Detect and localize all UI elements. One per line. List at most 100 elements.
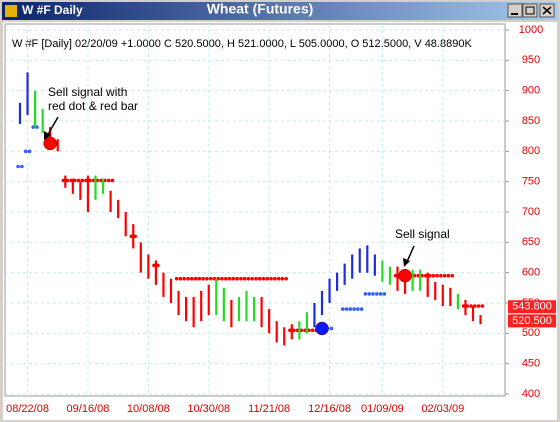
- stop-dot: [378, 292, 383, 296]
- y-tick-label: 400: [522, 388, 540, 400]
- stop-dot: [110, 178, 115, 183]
- window-label: W #F Daily: [22, 3, 83, 17]
- signal-dot: [43, 136, 57, 151]
- stop-dot: [269, 276, 273, 281]
- stop-dot: [480, 304, 485, 308]
- y-tick-label: 950: [522, 54, 540, 66]
- stop-dot: [476, 304, 481, 308]
- stop-dot: [352, 307, 356, 311]
- stop-dot: [80, 178, 85, 183]
- stop-dot: [208, 276, 213, 281]
- stop-dot: [235, 276, 239, 281]
- stop-dot: [431, 273, 436, 278]
- stop-dot: [23, 149, 28, 154]
- x-tick-label: 09/16/08: [67, 403, 110, 415]
- y-tick-label: 900: [522, 85, 540, 97]
- stop-dot: [348, 307, 353, 311]
- stop-dot: [382, 292, 387, 296]
- stop-dot: [246, 276, 251, 281]
- stop-dot: [265, 276, 270, 281]
- stop-dot: [257, 276, 262, 281]
- stop-dot: [284, 276, 288, 281]
- stop-dot: [363, 292, 368, 296]
- arrow-head: [403, 258, 410, 267]
- stop-dot: [374, 292, 379, 296]
- annotation: Sell signal with: [48, 85, 127, 99]
- stop-dot: [367, 292, 372, 296]
- stop-dot: [186, 276, 190, 281]
- y-tick-label: 500: [522, 327, 540, 339]
- stop-dot: [442, 273, 447, 278]
- plot: 4004505005506006507007508008509009501000…: [5, 24, 556, 415]
- stop-dot: [254, 276, 258, 281]
- stop-dot: [344, 307, 349, 311]
- annotation: Sell signal: [395, 227, 450, 241]
- stop-dot: [273, 276, 277, 281]
- stop-dot: [329, 326, 334, 331]
- y-tick-label: 450: [522, 358, 540, 370]
- stop-dot: [439, 273, 443, 278]
- x-tick-label: 12/16/08: [308, 403, 351, 415]
- annotation: red dot & red bar: [48, 99, 138, 113]
- maximize-button[interactable]: [522, 3, 538, 18]
- stop-dot: [310, 328, 315, 333]
- stop-dot: [276, 276, 281, 281]
- y-tick-label: 850: [522, 115, 540, 127]
- stop-dot: [189, 276, 194, 281]
- y-tick-label: 750: [522, 176, 540, 188]
- x-tick-label: 11/21/08: [248, 403, 290, 415]
- stop-dot: [16, 164, 20, 169]
- window-icon: [5, 5, 17, 17]
- price-tag: [508, 314, 556, 328]
- stop-dot: [250, 276, 254, 281]
- stop-dot: [280, 276, 285, 281]
- stop-dot: [201, 276, 205, 281]
- plot-border: [4, 23, 506, 397]
- stop-dot: [220, 276, 224, 281]
- y-tick-label: 800: [522, 145, 540, 157]
- price-tag-label: 543.800: [512, 301, 552, 313]
- stop-dot: [371, 292, 375, 296]
- stop-dot: [27, 149, 32, 154]
- signal-dot: [398, 268, 412, 283]
- stop-dot: [356, 307, 360, 311]
- minimize-button[interactable]: [507, 3, 523, 18]
- stop-dot: [231, 276, 236, 281]
- stop-dot: [76, 178, 81, 183]
- stop-dot: [435, 273, 439, 278]
- stop-dot: [227, 276, 232, 281]
- stop-dot: [446, 273, 451, 278]
- stop-dot: [223, 276, 228, 281]
- price-tag-label: 520.500: [512, 315, 552, 327]
- stop-dot: [340, 307, 345, 311]
- x-tick-label: 08/22/08: [6, 403, 49, 415]
- chart-title: Wheat (Futures): [207, 1, 314, 17]
- stop-dot: [197, 276, 202, 281]
- x-tick-label: 10/30/08: [187, 403, 230, 415]
- stop-dot: [193, 276, 198, 281]
- arrow-head: [44, 131, 51, 140]
- stop-dot: [261, 276, 266, 281]
- stop-dot: [205, 276, 209, 281]
- stop-dot: [359, 307, 364, 311]
- chart-area: [3, 22, 557, 420]
- stop-dot: [20, 164, 24, 169]
- stop-dot: [174, 276, 179, 281]
- header-text: W #F [Daily] 02/20/09 +1.0000 C 520.5000…: [12, 38, 472, 50]
- signal-dot: [315, 321, 329, 336]
- y-tick-label: 700: [522, 206, 540, 218]
- price-tag: [508, 300, 556, 314]
- y-tick-label: 600: [522, 267, 540, 279]
- title-bar: [2, 2, 558, 20]
- window-buttons[interactable]: [507, 3, 555, 18]
- y-tick-label: 1000: [519, 24, 543, 36]
- stop-dot: [182, 276, 186, 281]
- x-tick-label: 02/03/09: [421, 403, 464, 415]
- stop-dot: [450, 273, 455, 278]
- stop-dot: [178, 276, 183, 281]
- stop-dot: [239, 276, 243, 281]
- stop-dot: [242, 276, 247, 281]
- x-tick-label: 10/08/08: [127, 403, 170, 415]
- y-tick-label: 650: [522, 236, 540, 248]
